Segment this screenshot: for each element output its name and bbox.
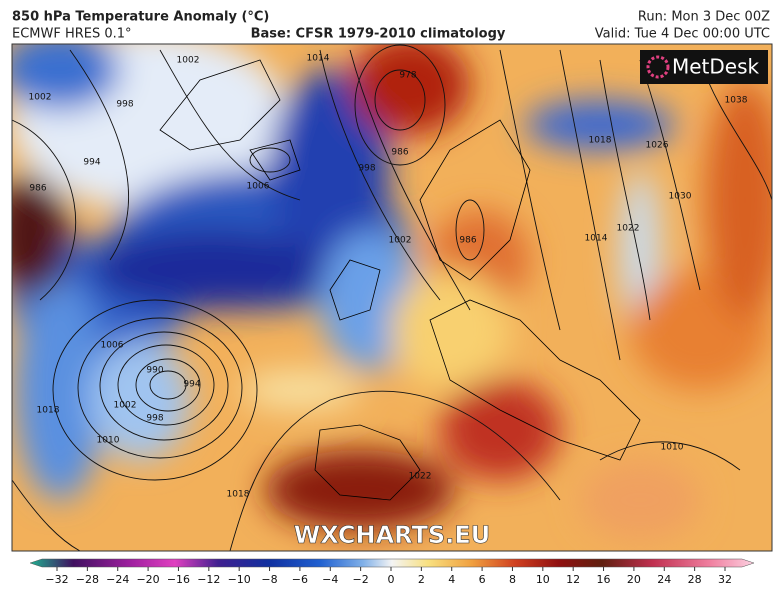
isobar-label: 1018 [589,136,612,146]
colorbar-label: −32 [45,573,68,586]
logo-icon [646,55,670,79]
colorbar-label: −16 [167,573,190,586]
isobar-label: 1002 [114,401,137,411]
valid: Valid: Tue 4 Dec 00:00 UTC [595,27,770,42]
colorbar-label: −6 [292,573,308,586]
isobar-label: 1030 [669,192,692,202]
isobar-labels: 1002 998 994 986 1002 1006 1014 978 986 … [29,54,748,500]
isobar-label: 1014 [585,234,608,244]
colorbar-label: 20 [627,573,641,586]
logo: MetDesk [672,55,760,79]
colorbar-label: −24 [106,573,129,586]
isobar-label: 978 [399,71,416,81]
isobar-label: 1038 [725,96,748,106]
isobar-label: 1002 [389,236,412,246]
isobar-label: 1002 [177,56,200,66]
colorbar-label: −20 [136,573,159,586]
colorbar-label: 28 [688,573,702,586]
isobar-label: 998 [358,164,375,174]
isobar-label: 1018 [37,406,60,416]
isobar-label: 994 [183,380,200,390]
colorbar-label: 24 [657,573,671,586]
run: Run: Mon 3 Dec 00Z [638,10,770,25]
isobar-label: 1026 [646,141,669,151]
isobar-label: 986 [391,148,408,158]
isobar-label: 1006 [101,341,124,351]
colorbar-label: 0 [388,573,395,586]
isobar-label: 990 [146,366,163,376]
isobar-label: 1002 [29,93,52,103]
colorbar-label: −8 [261,573,277,586]
colorbar-label: 6 [479,573,486,586]
colorbar-label: 32 [718,573,732,586]
map: MetDesk WXCHARTS.EU 1002 998 994 986 100… [12,44,772,551]
isobar-label: 998 [116,100,133,110]
isobar-label: 1022 [617,224,640,234]
isobar-label: 1010 [661,443,684,453]
isobar-label: 1014 [307,54,330,64]
model: ECMWF HRES 0.1° [12,27,132,42]
map-frame [11,43,773,552]
isobar-label: 1006 [247,182,270,192]
colorbar-label: −28 [76,573,99,586]
coastlines [159,59,641,501]
colorbar-bar [29,558,755,568]
isobar-label: 994 [83,158,100,168]
watermark: WXCHARTS.EU [294,521,490,549]
isobar-label: 986 [29,184,46,194]
colorbar-label: 12 [566,573,580,586]
logo-box [640,50,768,84]
title: 850 hPa Temperature Anomaly (°C) [12,10,269,25]
colorbar-label: −2 [353,573,369,586]
isobars [12,44,772,551]
colorbar: −32 −28 −24 −20 −16 −12 −10 −8 −6 −4 −2 0 2 4 6 8 10 12 16… [29,558,755,586]
colorbar-label: −4 [322,573,338,586]
colorbar-label: 10 [536,573,550,586]
colorbar-label: 2 [418,573,425,586]
colorbar-label: −10 [228,573,251,586]
colorbar-label: 4 [448,573,455,586]
isobar-label: 1022 [409,472,432,482]
colorbar-label: 16 [597,573,611,586]
isobar-label: 1010 [97,436,120,446]
colorbar-label: 8 [509,573,516,586]
base: Base: CFSR 1979-2010 climatology [251,27,506,42]
isobar-label: 998 [146,414,163,424]
isobar-label: 1018 [227,490,250,500]
colorbar-label: −12 [197,573,220,586]
isobar-label: 986 [459,236,476,246]
